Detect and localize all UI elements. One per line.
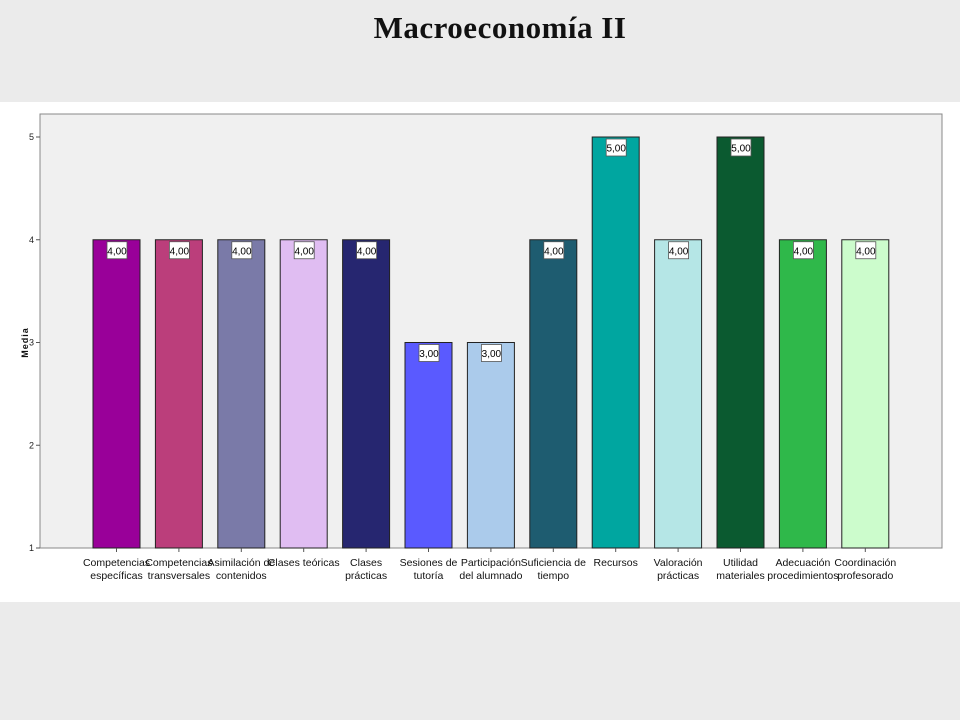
data-label-box xyxy=(605,138,627,157)
x-tick-label: Coordinación profesorado xyxy=(834,557,896,582)
data-label: 5,00 xyxy=(606,144,626,155)
bar xyxy=(404,342,453,549)
data-label-box xyxy=(543,241,565,260)
data-label-box xyxy=(730,138,752,157)
bar xyxy=(279,239,328,549)
data-label-box xyxy=(293,241,315,260)
data-label: 4,00 xyxy=(107,246,127,257)
chart-panel: 1 2 3 4 5 Media 4,00 Competencias específicas 4,0… xyxy=(0,102,960,602)
data-label-box xyxy=(106,241,128,260)
x-tick-label: Suficiencia de tiempo xyxy=(521,557,587,582)
y-tick-label: 1 xyxy=(29,543,34,553)
data-label: 4,00 xyxy=(544,246,564,257)
bar xyxy=(654,239,703,549)
x-tick-label: Competencias transversales xyxy=(145,557,212,582)
data-label: 3,00 xyxy=(419,349,439,360)
y-tick-label: 2 xyxy=(29,440,34,450)
y-tick-label: 5 xyxy=(29,132,34,142)
x-tick-label: Adecuación procedimientos xyxy=(767,557,838,582)
bar xyxy=(529,239,578,549)
data-label-box xyxy=(793,241,814,260)
data-label: 4,00 xyxy=(232,246,252,257)
data-label: 4,00 xyxy=(294,246,314,257)
data-label-box xyxy=(418,344,440,362)
x-tick-label: Participación del alumnado xyxy=(459,557,522,582)
data-label: 4,00 xyxy=(669,246,689,257)
x-tick-label: Competencias específicas xyxy=(83,557,150,582)
x-tick-label: Sesiones de tutoría xyxy=(400,557,458,582)
data-label-box xyxy=(168,241,190,260)
bar xyxy=(92,239,141,549)
bar xyxy=(778,239,827,549)
data-label-box xyxy=(231,241,253,260)
x-tick-label: Asimilación de contenidos xyxy=(207,557,275,582)
bar xyxy=(154,239,203,549)
data-label: 3,00 xyxy=(482,349,502,360)
x-tick-label: Utilidad materiales xyxy=(716,557,764,582)
bar xyxy=(342,239,391,549)
x-tick-label: Recursos xyxy=(594,557,638,569)
page-title: Macroeconomía II xyxy=(373,10,627,45)
data-label: 5,00 xyxy=(731,144,751,155)
x-tick-label: Clases prácticas xyxy=(345,557,387,582)
data-label: 4,00 xyxy=(170,246,190,257)
bar xyxy=(716,136,765,549)
bar xyxy=(217,239,266,549)
data-label: 4,00 xyxy=(856,246,876,257)
bar xyxy=(591,136,640,549)
x-tick-label: Valoración prácticas xyxy=(654,557,703,582)
bar xyxy=(841,239,890,549)
data-label: 4,00 xyxy=(357,246,377,257)
data-label-box xyxy=(668,241,689,260)
data-label-box xyxy=(480,344,502,362)
x-tick-label: Clases teóricas xyxy=(268,557,340,569)
y-axis-label: Media xyxy=(20,327,30,358)
bar xyxy=(466,342,515,549)
bar-chart: 1 2 3 4 5 Media 4,00 Competencias específicas 4,0… xyxy=(20,113,943,582)
data-label: 4,00 xyxy=(794,246,814,257)
data-label-box xyxy=(356,241,378,260)
y-tick-label: 3 xyxy=(29,338,34,348)
y-tick-label: 4 xyxy=(29,235,34,245)
data-label-box xyxy=(855,241,877,260)
